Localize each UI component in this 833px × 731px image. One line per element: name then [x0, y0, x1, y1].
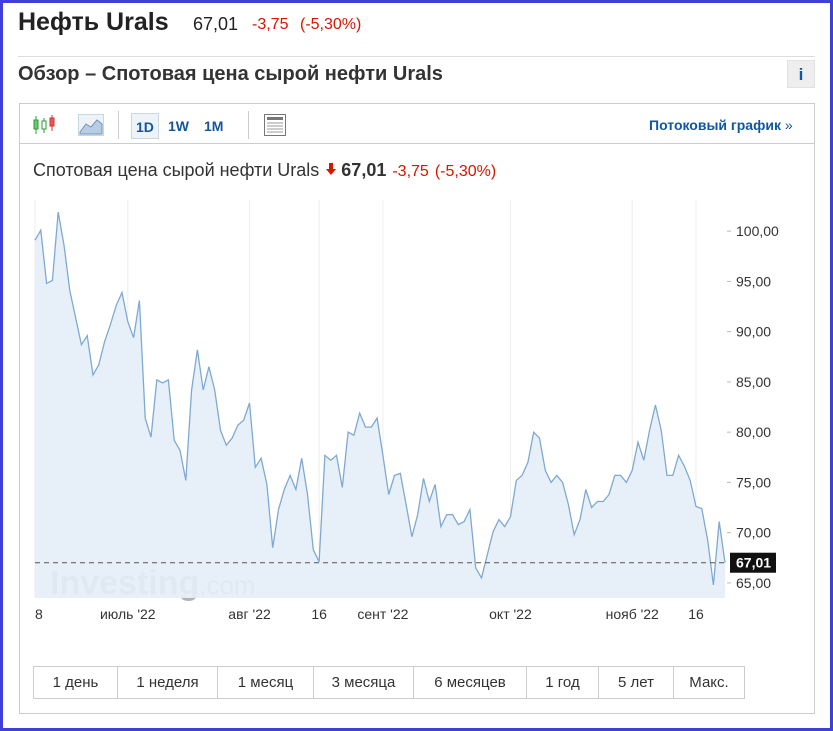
range-bar: 1 день 1 неделя 1 месяц 3 месяца 6 месяцев 1 …: [33, 666, 745, 699]
range-button[interactable]: 1 год: [527, 667, 599, 698]
x-tick-label: нояб '22: [606, 606, 659, 622]
y-tick-label: 80,00: [736, 424, 771, 440]
range-button[interactable]: 5 лет: [599, 667, 674, 698]
range-button[interactable]: Макс.: [674, 667, 744, 698]
candle-icon[interactable]: [32, 113, 56, 137]
quote-line: Спотовая цена сырой нефти Urals 67,01 -3,7…: [33, 160, 502, 181]
range-button[interactable]: 6 месяцев: [414, 667, 527, 698]
x-tick-label: авг '22: [228, 606, 271, 622]
stream-link-text[interactable]: Потоковый график: [649, 117, 781, 133]
quote-price: 67,01: [341, 160, 387, 180]
x-tick-label: окт '22: [489, 606, 532, 622]
y-tick-label: 65,00: [736, 575, 771, 591]
quote-change: -3,75: [392, 163, 429, 180]
x-tick-label: июль '22: [100, 606, 156, 622]
range-button[interactable]: 1 месяц: [218, 667, 314, 698]
area-icon[interactable]: [78, 114, 104, 136]
y-tick-label: 85,00: [736, 374, 771, 390]
interval-button[interactable]: 1W: [168, 118, 189, 134]
table-icon[interactable]: [263, 113, 287, 137]
y-tick-label: 75,00: [736, 474, 771, 490]
y-tick-label: 100,00: [736, 223, 779, 239]
y-tick-label: 90,00: [736, 324, 771, 340]
y-tick-label: 70,00: [736, 525, 771, 541]
stream-link[interactable]: Потоковый график »: [649, 117, 793, 133]
range-button[interactable]: 1 неделя: [118, 667, 218, 698]
change-pct: (-5,30%): [300, 16, 362, 33]
y-tick-label: 95,00: [736, 273, 771, 289]
x-tick-label: 16: [688, 606, 704, 622]
x-tick-label: 8: [35, 606, 43, 622]
down-arrow: [326, 163, 337, 175]
x-tick-label: 16: [311, 606, 327, 622]
range-button[interactable]: 3 месяца: [314, 667, 414, 698]
separator: [248, 111, 249, 139]
chart: 8 июль '22 авг '22 16 сент '22 окт '22 нояб '2…: [34, 200, 779, 622]
chart-box: [19, 103, 815, 714]
change: -3,75: [252, 16, 289, 33]
area: [35, 212, 725, 598]
toolbar: [20, 104, 814, 144]
page-title: Нефть Urals: [18, 8, 169, 36]
price: 67,01: [193, 14, 239, 34]
x-tick-label: сент '22: [357, 606, 408, 622]
interval-button[interactable]: 1M: [204, 118, 224, 134]
info-button[interactable]: i: [787, 60, 815, 88]
divider: [18, 56, 815, 57]
separator: [118, 111, 119, 139]
section-title: Обзор – Спотовая цена сырой нефти Urals: [18, 63, 443, 85]
quote-change-pct: (-5,30%): [434, 163, 497, 180]
stream-arrow: »: [784, 117, 793, 133]
quote-name: Спотовая цена сырой нефти Urals: [33, 160, 320, 180]
price-tag: [730, 552, 776, 573]
range-button[interactable]: 1 день: [34, 667, 118, 698]
price-tag-label: 67,01: [736, 555, 771, 571]
line: [34, 211, 726, 585]
interval-button[interactable]: 1D: [131, 113, 159, 139]
